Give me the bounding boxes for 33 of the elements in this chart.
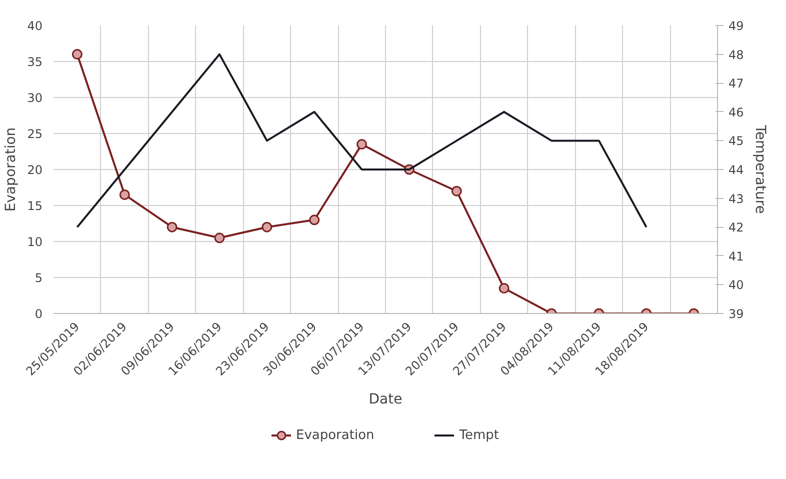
point xyxy=(262,222,272,232)
y2-tick-label: 48 xyxy=(728,48,744,62)
y2-tick-label: 47 xyxy=(728,76,744,91)
point xyxy=(119,189,130,200)
legend-label: Evaporation xyxy=(296,428,374,442)
y-axis-title: Evaporation xyxy=(3,127,20,212)
point xyxy=(214,232,225,244)
y-tick-label: 10 xyxy=(27,235,43,249)
point xyxy=(356,139,368,150)
y2-tick-label: 41 xyxy=(728,249,744,264)
y-tick-label: 0 xyxy=(34,307,43,321)
y-tick-label: 40 xyxy=(27,19,43,33)
point xyxy=(451,186,462,196)
x-axis-title: Date xyxy=(368,391,402,408)
point xyxy=(166,222,178,232)
y-tick-label: 5 xyxy=(34,271,43,285)
y2-axis-title: Temperature xyxy=(752,124,768,214)
y2-tick-label: 43 xyxy=(728,192,744,206)
y-tick-label: 30 xyxy=(27,91,43,105)
y-tick-label: 20 xyxy=(27,163,43,177)
y2-tick-label: 49 xyxy=(728,19,744,33)
y2-tick-label: 46 xyxy=(728,105,744,120)
legend-label: Tempt xyxy=(459,428,500,442)
y2-tick-label: 45 xyxy=(728,134,744,148)
line-series xyxy=(76,53,648,228)
y-tick-label: 15 xyxy=(27,199,43,213)
y2-tick-label: 42 xyxy=(728,220,744,235)
point xyxy=(309,214,320,226)
y2-tick-label: 39 xyxy=(728,307,744,321)
y2-tick-label: 44 xyxy=(728,163,744,177)
y-tick-label: 35 xyxy=(27,55,43,69)
y2-tick-label: 40 xyxy=(728,278,744,292)
y-tick-label: 25 xyxy=(27,127,43,141)
